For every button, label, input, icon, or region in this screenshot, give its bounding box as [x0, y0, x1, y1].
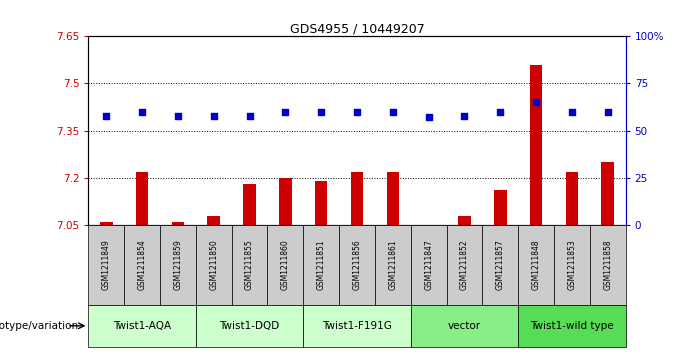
Text: genotype/variation: genotype/variation — [0, 321, 78, 331]
Point — [137, 109, 148, 115]
Bar — [279, 178, 292, 225]
Point — [352, 109, 362, 115]
Bar — [339, 225, 375, 305]
Text: Twist1-DQD: Twist1-DQD — [220, 321, 279, 331]
Bar — [601, 162, 614, 225]
Point — [530, 99, 541, 105]
Bar — [386, 172, 399, 225]
Bar — [196, 305, 303, 347]
Text: Twist1-F191G: Twist1-F191G — [322, 321, 392, 331]
Text: GSM1211849: GSM1211849 — [102, 240, 111, 290]
Bar — [315, 181, 328, 225]
Bar — [100, 222, 113, 225]
Text: GSM1211851: GSM1211851 — [317, 240, 326, 290]
Point — [316, 109, 326, 115]
Bar — [482, 225, 518, 305]
Bar — [88, 305, 196, 347]
Bar — [458, 216, 471, 225]
Bar — [124, 225, 160, 305]
Text: Twist1-wild type: Twist1-wild type — [530, 321, 613, 331]
Bar — [267, 225, 303, 305]
Bar — [160, 225, 196, 305]
Text: GSM1211852: GSM1211852 — [460, 240, 469, 290]
Bar — [375, 225, 411, 305]
Point — [602, 109, 613, 115]
Point — [566, 109, 577, 115]
Bar — [232, 225, 267, 305]
Point — [208, 113, 219, 118]
Bar — [411, 225, 447, 305]
Text: vector: vector — [448, 321, 481, 331]
Text: GSM1211858: GSM1211858 — [603, 240, 612, 290]
Bar — [196, 225, 232, 305]
Bar — [136, 172, 148, 225]
Bar — [303, 225, 339, 305]
Point — [388, 109, 398, 115]
Text: GSM1211857: GSM1211857 — [496, 240, 505, 290]
Text: GSM1211861: GSM1211861 — [388, 240, 397, 290]
Text: GSM1211850: GSM1211850 — [209, 240, 218, 290]
Text: GSM1211860: GSM1211860 — [281, 240, 290, 290]
Point — [101, 113, 112, 118]
Bar — [411, 305, 518, 347]
Bar — [207, 216, 220, 225]
Text: GSM1211859: GSM1211859 — [173, 240, 182, 290]
Point — [280, 109, 291, 115]
Text: Twist1-AQA: Twist1-AQA — [113, 321, 171, 331]
Point — [495, 109, 506, 115]
Bar — [518, 225, 554, 305]
Bar — [447, 225, 482, 305]
Text: GSM1211854: GSM1211854 — [137, 240, 147, 290]
Text: GSM1211848: GSM1211848 — [532, 240, 541, 290]
Point — [173, 113, 184, 118]
Bar — [303, 305, 411, 347]
Bar — [590, 225, 626, 305]
Bar — [351, 172, 363, 225]
Point — [459, 113, 470, 118]
Bar — [171, 222, 184, 225]
Bar — [566, 172, 578, 225]
Bar — [494, 191, 507, 225]
Bar — [88, 225, 124, 305]
Point — [244, 113, 255, 118]
Bar — [554, 225, 590, 305]
Text: GSM1211855: GSM1211855 — [245, 240, 254, 290]
Bar — [530, 65, 543, 225]
Text: GSM1211856: GSM1211856 — [352, 240, 362, 290]
Title: GDS4955 / 10449207: GDS4955 / 10449207 — [290, 22, 424, 35]
Point — [423, 115, 434, 121]
Bar — [243, 184, 256, 225]
Text: GSM1211847: GSM1211847 — [424, 240, 433, 290]
Text: GSM1211853: GSM1211853 — [567, 240, 577, 290]
Bar — [518, 305, 626, 347]
